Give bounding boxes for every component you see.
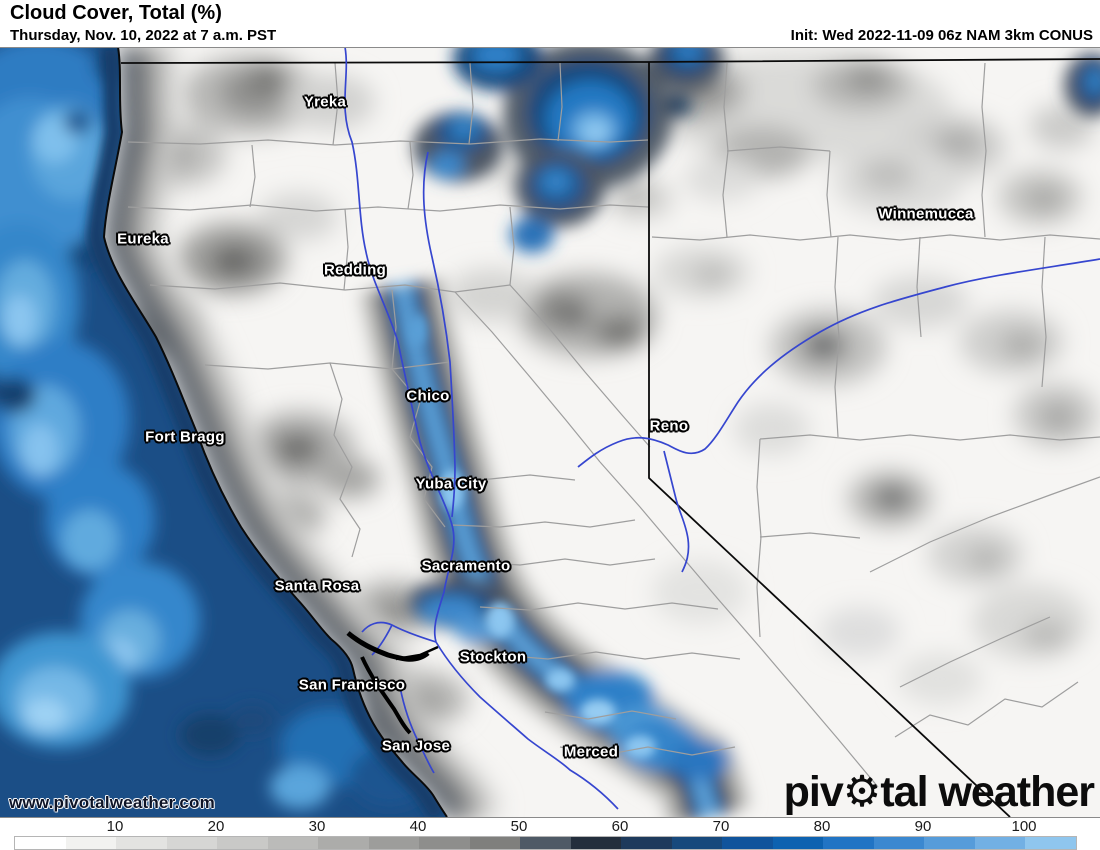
colorbar-tick-40: 40 — [409, 818, 427, 835]
colorbar-segment-100 — [1025, 837, 1076, 849]
model-init-label: Init: Wed 2022-11-09 06z NAM 3km CONUS — [790, 27, 1093, 44]
colorbar-segment-70 — [722, 837, 773, 849]
colorbar-segment-90 — [924, 837, 975, 849]
colorbar-segment-50 — [520, 837, 571, 849]
ocean-cloud-layer — [0, 47, 447, 817]
city-label-sacramento: Sacramento — [421, 557, 511, 575]
cloud-cover-map-graphic — [0, 47, 1100, 817]
map-bottom-border — [0, 817, 1100, 818]
state-borders — [120, 58, 1100, 817]
colorbar-tick-10: 10 — [106, 818, 124, 835]
colorbar-segment-5 — [65, 837, 116, 849]
colorbar-tick-50: 50 — [510, 818, 528, 835]
colorbar-tick-90: 90 — [914, 818, 932, 835]
logo-text-before: piv — [783, 768, 844, 816]
weather-map — [0, 47, 1100, 817]
city-label-san-jose: San Jose — [381, 737, 451, 755]
colorbar-segment-60 — [621, 837, 672, 849]
colorbar-segment-85 — [873, 837, 924, 849]
colorbar-segment-80 — [823, 837, 874, 849]
city-label-winnemucca: Winnemucca — [878, 205, 974, 223]
gear-icon: ⚙ — [842, 768, 882, 816]
city-label-san-francisco: San Francisco — [298, 676, 406, 694]
colorbar-tick-60: 60 — [611, 818, 629, 835]
map-header: Cloud Cover, Total (%) Thursday, Nov. 10… — [0, 0, 1100, 47]
colorbar-segment-20 — [217, 837, 268, 849]
colorbar-tick-100: 100 — [1011, 818, 1037, 835]
colorbar-segment-95 — [974, 837, 1025, 849]
city-label-fort-bragg: Fort Bragg — [145, 428, 225, 446]
colorbar-segment-30 — [318, 837, 369, 849]
valid-time-label: Thursday, Nov. 10, 2022 at 7 a.m. PST — [10, 27, 277, 44]
colorbar-segment-65 — [671, 837, 722, 849]
delta-channels — [395, 645, 439, 661]
coastline — [103, 47, 448, 817]
colorbar-segment-55 — [570, 837, 621, 849]
colorbar — [14, 836, 1077, 850]
watermark-url: www.pivotalweather.com — [9, 793, 215, 812]
city-label-redding: Redding — [323, 261, 387, 279]
colorbar-segment-25 — [267, 837, 318, 849]
colorbar-tick-20: 20 — [207, 818, 225, 835]
rivers — [344, 47, 1100, 810]
city-label-stockton: Stockton — [459, 648, 527, 666]
colorbar-segment-35 — [368, 837, 419, 849]
city-label-santa-rosa: Santa Rosa — [274, 577, 360, 595]
city-label-chico: Chico — [406, 387, 450, 405]
city-label-merced: Merced — [563, 743, 619, 761]
colorbar-tick-30: 30 — [308, 818, 326, 835]
colorbar-segment-0 — [15, 837, 66, 849]
page-title: Cloud Cover, Total (%) — [10, 2, 222, 24]
colorbar-segment-45 — [469, 837, 520, 849]
blue-cloud-patches — [413, 47, 1100, 253]
colorbar-segment-15 — [166, 837, 217, 849]
map-top-border — [0, 47, 1100, 48]
city-label-yuba-city: Yuba City — [415, 475, 487, 493]
city-label-eureka: Eureka — [117, 230, 169, 248]
city-label-yreka: Yreka — [303, 93, 347, 111]
logo-text-after: tal weather — [880, 768, 1095, 816]
colorbar-tick-labels: 10 20 30 40 50 60 70 80 90 100 — [0, 818, 1100, 835]
city-label-reno: Reno — [649, 417, 689, 435]
valley-band-cores — [409, 314, 656, 759]
sf-bay-north — [346, 631, 430, 662]
colorbar-segment-75 — [772, 837, 823, 849]
county-lines — [127, 62, 1100, 788]
colorbar-tick-70: 70 — [712, 818, 730, 835]
colorbar-segment-10 — [116, 837, 167, 849]
colorbar-segment-40 — [419, 837, 470, 849]
sf-bay-south — [360, 656, 412, 735]
colorbar-tick-80: 80 — [813, 818, 831, 835]
pivotal-weather-logo: piv⚙tal weather — [783, 768, 1095, 816]
